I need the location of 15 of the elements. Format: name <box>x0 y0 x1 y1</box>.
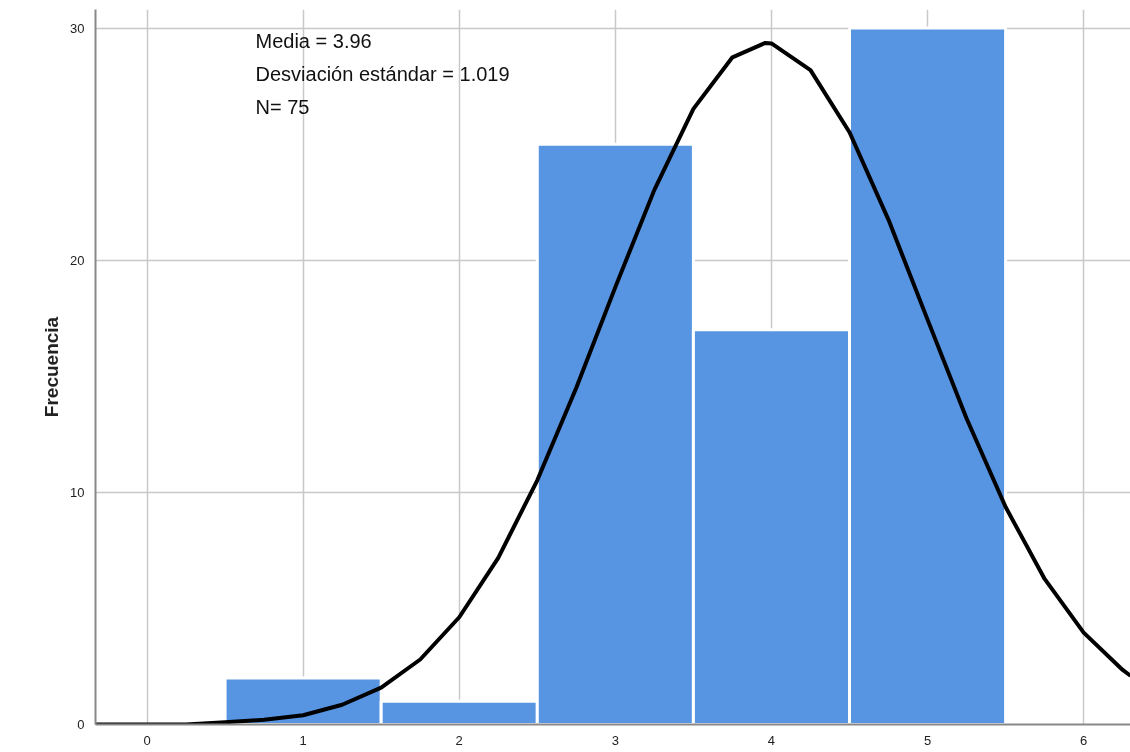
x-tick-label: 3 <box>611 732 619 748</box>
annotation: Media = 3.96 <box>255 29 372 52</box>
x-tick-label: 0 <box>143 732 151 748</box>
annotation: N= 75 <box>255 95 310 118</box>
x-tick-label: 2 <box>455 732 463 748</box>
y-tick-label: 0 <box>77 717 85 732</box>
annotation: Desviación estándar = 1.019 <box>255 62 510 85</box>
x-tick-label: 5 <box>923 732 932 748</box>
x-tick-label: 1 <box>299 732 307 748</box>
x-tick-label: 6 <box>1080 732 1088 748</box>
y-axis-title: Frecuencia <box>41 316 63 418</box>
y-tick-label: 20 <box>70 252 85 268</box>
y-tick-label: 30 <box>70 20 85 36</box>
x-tick-label: 4 <box>767 732 776 748</box>
y-tick-label: 10 <box>70 484 85 500</box>
